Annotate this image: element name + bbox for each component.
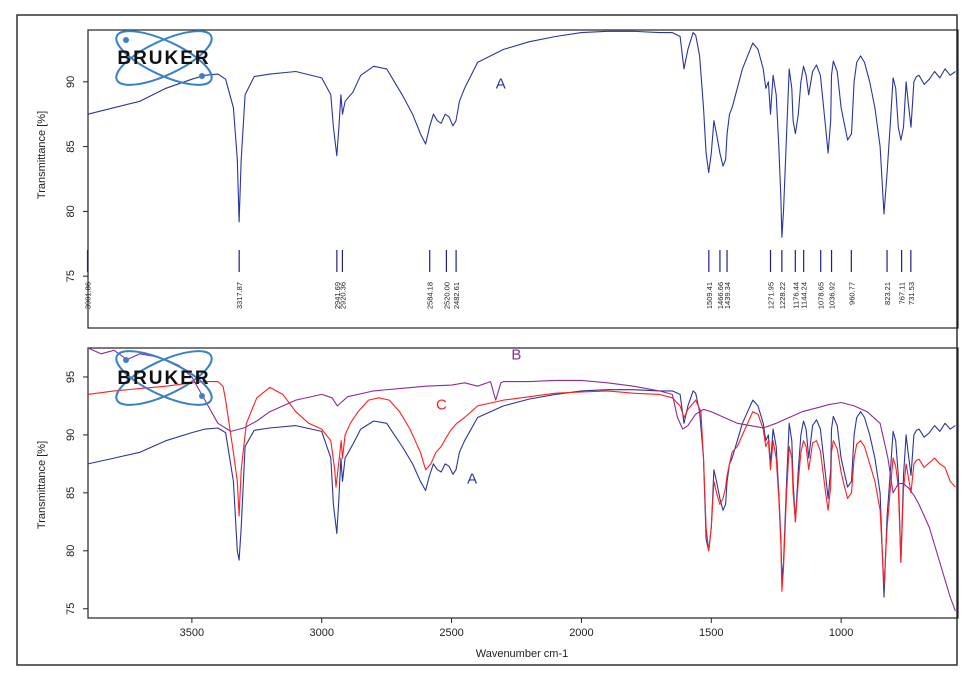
series-line-A: [87, 389, 956, 598]
peak-label: 1466.66: [716, 282, 725, 309]
series-line-C: [87, 381, 956, 592]
y-tick-label: 90: [65, 76, 77, 88]
top-annotations: A: [496, 75, 506, 92]
series-line-A: [87, 30, 956, 238]
x-tick-label: 1500: [699, 627, 723, 639]
x-tick-label: 2500: [439, 627, 463, 639]
bottom-plot-frame: [87, 347, 959, 619]
peak-label: 1078.65: [817, 282, 826, 309]
peak-label: 3317.87: [235, 282, 244, 309]
peak-label: 2584.18: [426, 282, 435, 309]
series-annotation-B: B: [511, 347, 521, 364]
y-tick-label: 80: [65, 545, 77, 557]
bottom-panel: Transmittance [%] Wavenumber cm-1 75 80 85…: [36, 347, 959, 660]
x-tick-label: 1000: [829, 627, 853, 639]
bottom-y-ticks: 75 80 85 90 95: [65, 371, 88, 615]
bruker-logo-text-bottom: BRUKER: [117, 368, 210, 389]
y-tick-label: 80: [65, 205, 77, 217]
top-y-axis-label: Transmittance [%]: [36, 111, 48, 199]
x-tick-label: 3000: [309, 627, 333, 639]
y-tick-label: 90: [65, 429, 77, 441]
peak-label: 1271.95: [767, 282, 776, 309]
peak-label: 1439.34: [723, 282, 732, 309]
peak-label: 2482.61: [452, 282, 461, 309]
y-tick-label: 85: [65, 140, 77, 152]
y-tick-label: 75: [65, 603, 77, 615]
y-tick-label: 75: [65, 270, 77, 282]
peak-label: 2941.69: [333, 282, 342, 309]
peak-label: 823.21: [883, 282, 892, 305]
bruker-logo-text-top: BRUKER: [117, 48, 210, 69]
x-tick-label: 2000: [569, 627, 593, 639]
series-annotation-A: A: [467, 471, 477, 488]
bottom-x-ticks: 3500 3000 2500 2000 1500 1000: [180, 618, 853, 639]
bottom-y-axis-label: Transmittance [%]: [36, 441, 48, 529]
peak-label: 1509.41: [705, 282, 714, 309]
bottom-annotations: B C A: [436, 347, 521, 488]
outer-frame: [16, 14, 958, 666]
peak-label: 2520.00: [442, 282, 451, 309]
peak-label: 731.53: [907, 282, 916, 305]
bottom-x-axis-label: Wavenumber cm-1: [476, 648, 569, 660]
peak-label: 1228.22: [778, 282, 787, 309]
bruker-logo-bottom: BRUKER: [115, 350, 213, 406]
series-line-B: [87, 347, 956, 612]
peak-label: 2920.36: [338, 282, 347, 309]
series-annotation-C: C: [436, 396, 447, 413]
top-y-ticks: 75 80 85 90: [65, 76, 88, 282]
y-tick-label: 95: [65, 371, 77, 383]
peak-label: 960.77: [847, 282, 856, 305]
top-plot-frame: [87, 29, 959, 329]
top-series-group: [87, 30, 956, 238]
y-tick-label: 85: [65, 487, 77, 499]
peak-label: 3901.86: [84, 282, 93, 309]
peak-label: 1176.44: [791, 282, 800, 309]
peak-label: 1144.24: [800, 282, 809, 309]
peak-label: 767.11: [898, 282, 907, 304]
bottom-series-group: [87, 347, 956, 612]
series-annotation-A: A: [496, 75, 506, 92]
x-tick-label: 3500: [180, 627, 204, 639]
peak-label: 1036.92: [828, 282, 837, 309]
